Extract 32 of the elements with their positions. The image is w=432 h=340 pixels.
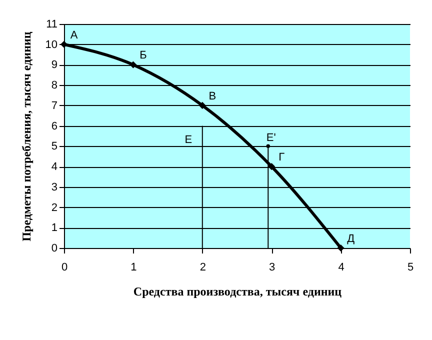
x-tick-label: 2 [200,262,206,274]
annotation: Б [140,50,147,62]
y-tick-label: 4 [51,161,58,174]
point [130,61,137,68]
annotation: Е [184,134,192,146]
y-tick-label: 10 [45,38,58,51]
x-tick-label: 1 [130,262,137,274]
point [268,163,276,170]
y-axis-title: Предметы потребления, тысяч единиц [19,32,34,242]
y-tick-label: 2 [51,202,58,214]
y-tick-label: 11 [46,18,58,30]
y-tick-label: 0 [51,242,58,254]
annotation: В [208,90,216,102]
x-tick-label: 5 [407,262,414,274]
y-tick-label: 1 [51,222,58,234]
x-tick-label: 4 [338,262,344,274]
point [337,244,344,252]
y-tick-label: 9 [51,59,58,72]
x-axis-title: Средства производства, тысяч единиц [133,284,342,298]
point [198,102,206,109]
y-tick-label: 7 [51,100,58,112]
y-tick-label: 5 [51,140,58,153]
x-tick-label: 3 [269,262,276,274]
annotation: А [70,29,78,42]
y-tick-label: 6 [51,120,58,132]
point [266,144,270,148]
annotation: Е' [266,132,276,144]
y-tick-label: 3 [51,181,58,194]
annotation: Д [347,233,356,245]
y-tick-label: 8 [51,80,58,92]
annotation: Г [278,152,285,164]
x-tick-label: 0 [61,262,68,274]
